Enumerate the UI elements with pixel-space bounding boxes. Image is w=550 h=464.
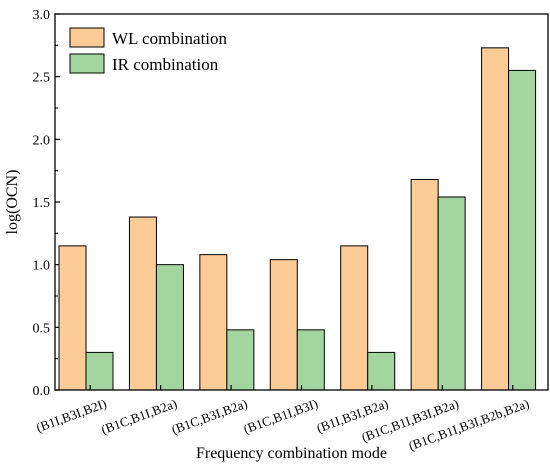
y-tick-label: 2.0: [33, 133, 51, 148]
bar-wl-5: [340, 245, 369, 391]
x-axis-title: Frequency combination mode: [196, 445, 387, 462]
bar-wl-6: [410, 178, 439, 391]
x-tick-label: (B1C,B1I,B3I): [241, 396, 319, 437]
y-axis-ticks: 0.0 0.5 1.0 1.5 2.0 2.5 3.0: [33, 8, 60, 399]
x-axis-ticks: (B1I,B3I,B2I)(B1C,B1I,B2a)(B1C,B3I,B2a)(…: [34, 385, 531, 453]
y-tick-label: 3.0: [33, 8, 51, 23]
legend-swatch: [69, 53, 105, 74]
bar-wl-3: [199, 254, 228, 391]
y-axis-title: log(OCN): [4, 170, 21, 235]
y-tick-label: 2.5: [33, 71, 51, 86]
bar-wl-2: [128, 216, 157, 391]
legend-swatch: [69, 27, 105, 48]
bar-wl-7: [481, 47, 510, 391]
bar-wl-4: [269, 259, 298, 391]
x-tick-label: (B1C,B1I,B2a): [99, 396, 179, 437]
y-tick-label: 1.0: [33, 259, 51, 274]
x-tick-label: (B1C,B1I,B3I,B2b,B2a): [407, 396, 532, 454]
bar-ir-5: [367, 351, 396, 391]
bar-ir-2: [155, 264, 184, 391]
bar-ir-7: [508, 69, 537, 391]
y-tick-label: 1.5: [33, 196, 51, 211]
bar-ir-1: [85, 351, 114, 391]
bar-wl-1: [58, 245, 87, 391]
bar-ir-4: [296, 329, 325, 391]
bar-ir-6: [437, 196, 466, 391]
y-tick-label: 0.0: [33, 384, 51, 399]
y-tick-label: 0.5: [33, 321, 51, 336]
bar-ir-3: [226, 329, 255, 391]
legend: WL combination IR combination: [69, 27, 228, 74]
x-tick-label: (B1C,B3I,B2a): [170, 396, 250, 437]
bars: [58, 47, 537, 391]
x-tick-label: (B1I,B3I,B2I): [34, 396, 108, 435]
legend-label: IR combination: [112, 55, 219, 74]
legend-label: WL combination: [112, 29, 228, 48]
